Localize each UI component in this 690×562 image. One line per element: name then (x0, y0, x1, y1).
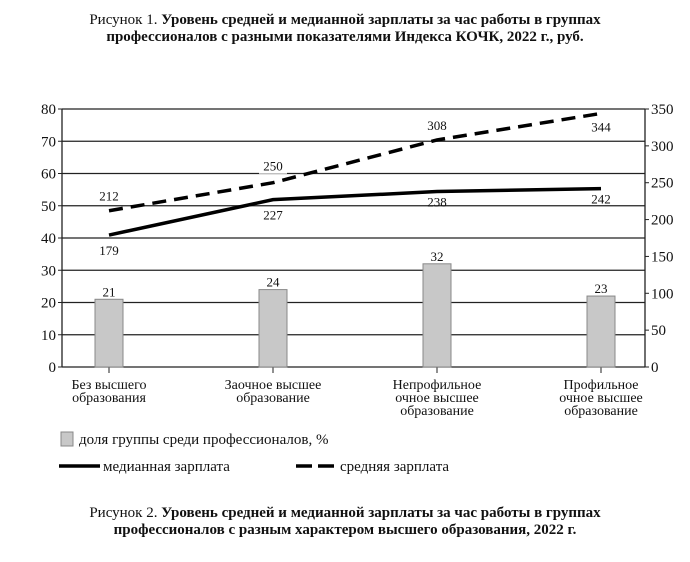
y-left-tick-label: 20 (41, 296, 56, 312)
mean-value-label: 250 (263, 159, 283, 174)
legend-mean-label: средняя зарплата (340, 459, 449, 475)
x-category-label: образование (236, 391, 310, 406)
bar (586, 295, 616, 368)
y-right-tick-label: 250 (651, 176, 674, 192)
x-category-label: образования (72, 391, 146, 406)
label-background (95, 188, 123, 204)
x-category-label: Без высшего (71, 378, 146, 393)
figure-2-caption: Рисунок 2. Уровень средней и медианной з… (0, 505, 690, 539)
x-category-label: образование (400, 404, 474, 419)
legend-median-label: медианная зарплата (103, 459, 230, 475)
bar-value-label: 23 (595, 281, 608, 296)
y-right-tick-label: 300 (651, 139, 674, 155)
figure-1-caption: Рисунок 1. Уровень средней и медианной з… (0, 12, 690, 46)
y-right-tick-label: 150 (651, 249, 674, 265)
caption-title-line1: Уровень средней и медианной зарплаты за … (161, 505, 601, 521)
caption-title-line2: профессионалов с разными показателями Ин… (106, 29, 584, 45)
caption-title-line2: профессионалов с разным характером высше… (113, 522, 577, 538)
bar (94, 298, 124, 368)
y-left-tick-label: 30 (41, 263, 56, 279)
y-left-tick-label: 50 (41, 199, 56, 215)
x-category-label: очное высшее (559, 391, 643, 406)
median-value-label: 238 (427, 195, 447, 210)
label-background (587, 119, 615, 135)
y-right-tick-label: 50 (651, 323, 666, 339)
mean-value-label: 212 (99, 189, 119, 204)
legend-bar-label: доля группы среди профессионалов, % (79, 432, 328, 448)
y-left-tick-label: 10 (41, 328, 56, 344)
mean-value-label: 344 (591, 119, 611, 134)
median-salary-line (108, 186, 602, 237)
median-value-label: 242 (591, 192, 611, 207)
y-left-tick-label: 70 (41, 134, 56, 150)
label-background (423, 117, 451, 133)
median-value-label: 179 (99, 243, 119, 258)
mean-value-label: 308 (427, 118, 447, 133)
median-value-label: 227 (263, 208, 283, 223)
caption-prefix: Рисунок 1. (89, 12, 162, 28)
y-right-tick-label: 350 (651, 102, 674, 118)
bar-value-label: 32 (431, 249, 444, 264)
bar (258, 289, 288, 368)
bar-value-label: 24 (267, 275, 281, 290)
bar-value-label: 21 (103, 284, 116, 299)
y-right-tick-label: 200 (651, 213, 674, 229)
x-category-label: Профильное (564, 378, 639, 393)
y-left-tick-label: 60 (41, 167, 56, 183)
legend-bar-swatch (60, 431, 74, 447)
label-background (259, 158, 287, 174)
y-left-tick-label: 40 (41, 231, 56, 247)
bar (422, 263, 452, 368)
y-left-tick-label: 0 (49, 360, 57, 376)
x-category-label: Непрофильное (393, 378, 482, 393)
y-right-tick-label: 100 (651, 286, 674, 302)
x-category-label: очное высшее (395, 391, 479, 406)
x-category-label: Заочное высшее (225, 378, 322, 393)
y-left-tick-label: 80 (41, 102, 56, 118)
x-category-label: образование (564, 404, 638, 419)
caption-prefix: Рисунок 2. (89, 505, 162, 521)
mean-salary-line (108, 111, 602, 213)
y-right-tick-label: 0 (651, 360, 659, 376)
caption-title-line1: Уровень средней и медианной зарплаты за … (161, 12, 601, 28)
